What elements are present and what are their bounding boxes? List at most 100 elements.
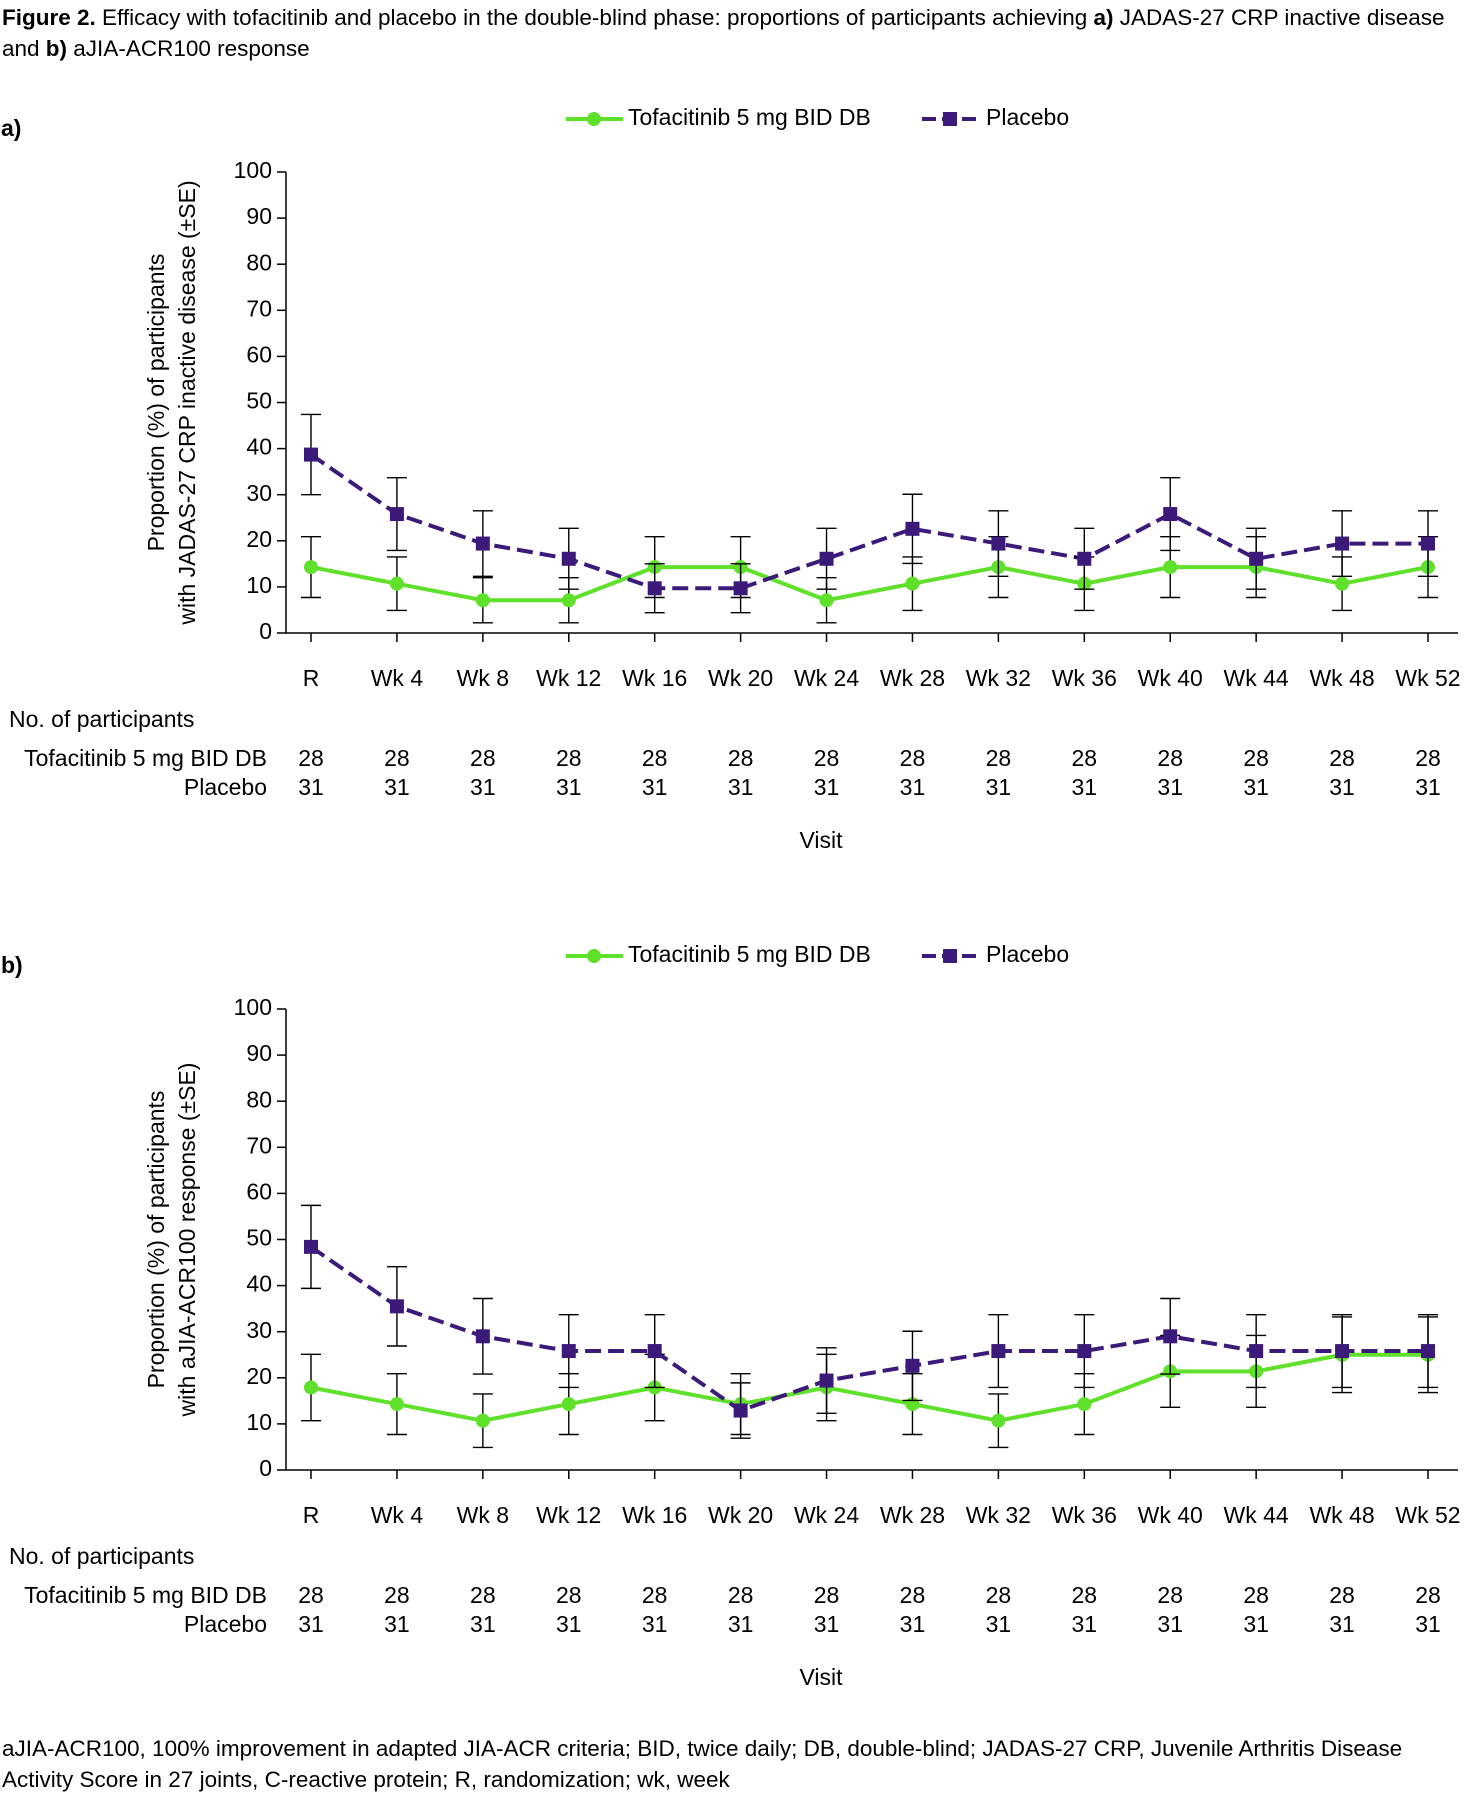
participants-count: 31 <box>470 1611 496 1637</box>
marker <box>1163 560 1178 575</box>
participants-count: 28 <box>1072 745 1098 771</box>
participants-count: 31 <box>814 1611 840 1637</box>
legend-marker <box>943 112 957 126</box>
y-tick-label: 50 <box>246 1225 272 1251</box>
participants-count: 31 <box>298 1611 324 1637</box>
participants-count: 31 <box>642 774 668 800</box>
marker <box>475 1329 490 1344</box>
legend-label: Placebo <box>986 941 1069 967</box>
x-tick-label: Wk 4 <box>371 1502 424 1528</box>
panel-label: b) <box>1 952 23 978</box>
x-tick-label: Wk 28 <box>880 665 945 691</box>
participants-count: 31 <box>556 774 582 800</box>
marker <box>733 1403 748 1418</box>
participants-count: 28 <box>814 745 840 771</box>
marker <box>389 1299 404 1314</box>
participants-count: 28 <box>986 1582 1012 1608</box>
footnote: aJIA-ACR100, 100% improvement in adapted… <box>2 1736 1403 1792</box>
marker <box>819 1373 834 1388</box>
participants-count: 31 <box>384 1611 410 1637</box>
marker <box>1335 1344 1350 1359</box>
y-tick-label: 100 <box>234 157 272 183</box>
x-axis-label: Visit <box>799 827 843 853</box>
marker <box>991 1344 1006 1359</box>
panel-label: a) <box>1 115 21 141</box>
x-tick-label: Wk 40 <box>1138 665 1203 691</box>
marker <box>647 1344 662 1359</box>
marker <box>389 576 404 591</box>
marker <box>1077 1397 1092 1412</box>
participants-count: 31 <box>900 774 926 800</box>
series-line <box>309 452 1428 591</box>
y-axis-label-line: with aJIA-ACR100 response (±SE) <box>174 1063 200 1418</box>
marker <box>475 593 490 608</box>
participants-count: 31 <box>1329 1611 1355 1637</box>
marker <box>1163 1329 1178 1344</box>
x-tick-label: Wk 24 <box>794 1502 859 1528</box>
participants-count: 31 <box>1157 774 1183 800</box>
marker <box>905 1358 920 1373</box>
legend-marker <box>587 112 601 126</box>
marker <box>561 1344 576 1359</box>
y-tick-label: 50 <box>246 388 272 414</box>
participants-count: 28 <box>1072 1582 1098 1608</box>
y-tick-label: 40 <box>246 1271 272 1297</box>
marker <box>1335 576 1350 591</box>
x-axis-label: Visit <box>799 1664 843 1690</box>
participants-count: 31 <box>1072 1611 1098 1637</box>
participants-count: 31 <box>642 1611 668 1637</box>
x-tick-label: Wk 32 <box>966 1502 1031 1528</box>
y-axis-label: Proportion (%) of participants with aJIA-… <box>143 1063 200 1418</box>
participants-count: 31 <box>986 774 1012 800</box>
participants-count: 31 <box>556 1611 582 1637</box>
x-tick-label: Wk 8 <box>457 1502 509 1528</box>
y-axis-label-line: with JADAS-27 CRP inactive disease (±SE) <box>174 180 200 625</box>
participants-count: 31 <box>470 774 496 800</box>
legend-label: Placebo <box>986 104 1069 130</box>
participants-title: No. of participants <box>9 1543 194 1569</box>
x-tick-label: Wk 32 <box>966 665 1031 691</box>
participants-row-name: Placebo <box>184 774 267 800</box>
marker <box>1077 1344 1092 1359</box>
participants-count: 28 <box>384 745 410 771</box>
marker <box>905 576 920 591</box>
legend-label: Tofacitinib 5 mg BID DB <box>628 941 871 967</box>
participants-count: 28 <box>814 1582 840 1608</box>
y-tick-label: 70 <box>246 295 272 321</box>
participants-count: 28 <box>642 745 668 771</box>
x-tick-label: Wk 8 <box>457 665 509 691</box>
caption-part: JADAS-27 CRP inactive disease and <box>2 5 1445 61</box>
x-tick-label: Wk 12 <box>536 665 601 691</box>
legend-marker <box>943 949 957 963</box>
participants-count: 28 <box>384 1582 410 1608</box>
charts: a) Tofacitinib 5 mg BID DB Placebo 0 10 20 30 4… <box>1 104 1461 1690</box>
y-tick-label: 30 <box>246 480 272 506</box>
x-tick-label: Wk 48 <box>1309 665 1374 691</box>
marker <box>733 581 748 596</box>
caption-part: aJIA-ACR100 response <box>67 36 310 61</box>
participants-count: 31 <box>1329 774 1355 800</box>
x-tick-label: Wk 44 <box>1224 665 1289 691</box>
participants-row-name: Placebo <box>184 1611 267 1637</box>
marker <box>561 1397 576 1412</box>
y-tick-label: 60 <box>246 1178 272 1204</box>
x-tick-label: Wk 36 <box>1052 1502 1117 1528</box>
y-axis-label-line: Proportion (%) of participants <box>143 1091 169 1389</box>
y-tick-label: 90 <box>246 1040 272 1066</box>
y-tick-label: 10 <box>246 572 272 598</box>
x-tick-label: Wk 40 <box>1138 1502 1203 1528</box>
series-line <box>309 1245 1428 1413</box>
participants-count: 28 <box>728 1582 754 1608</box>
marker <box>561 593 576 608</box>
x-tick-label: Wk 28 <box>880 1502 945 1528</box>
marker <box>475 1413 490 1428</box>
marker <box>1421 536 1435 551</box>
y-tick-label: 0 <box>259 1455 272 1481</box>
x-tick-label: Wk 16 <box>622 665 687 691</box>
y-tick-label: 20 <box>246 1363 272 1389</box>
participants-count: 31 <box>1243 774 1269 800</box>
x-tick-label: Wk 20 <box>708 1502 773 1528</box>
marker <box>475 536 490 551</box>
marker <box>389 1397 404 1412</box>
